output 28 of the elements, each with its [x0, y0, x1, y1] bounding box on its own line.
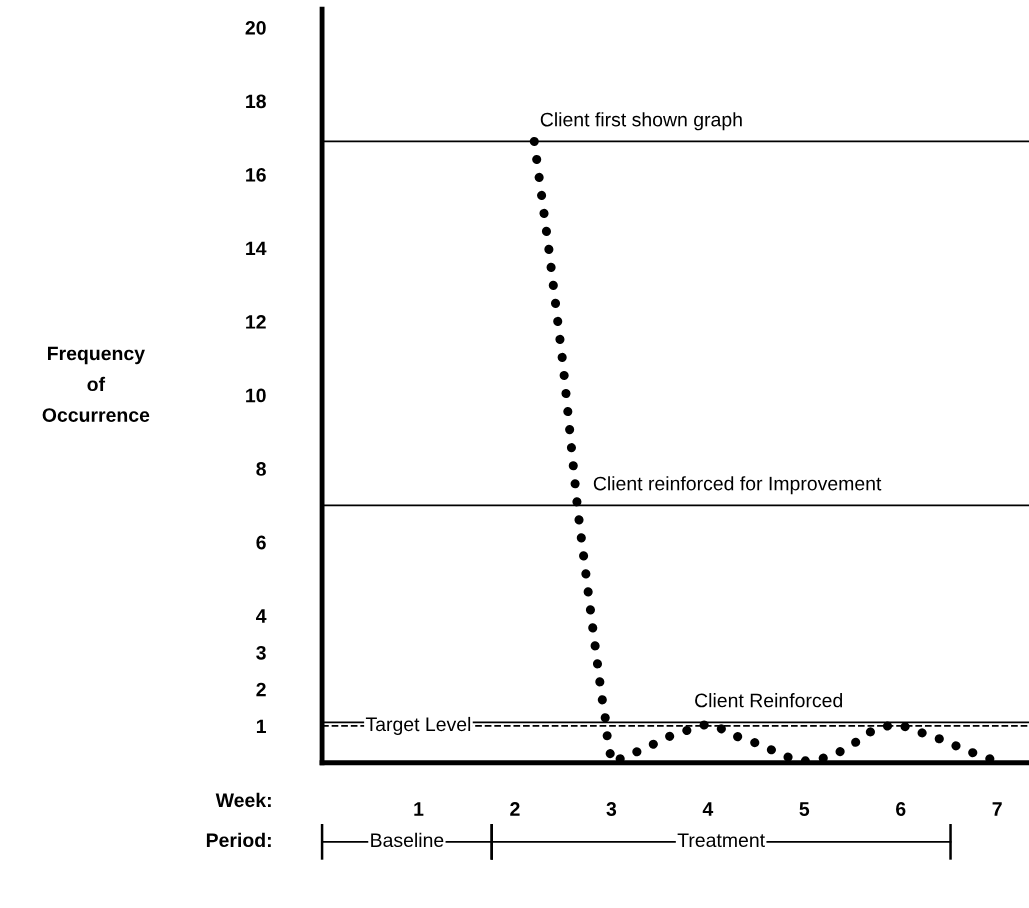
- text: Treatment: [677, 833, 765, 848]
- y-tick-label: 2: [256, 682, 266, 697]
- y-tick-label: 10: [246, 388, 266, 403]
- annotation: Client first shown graph: [540, 112, 742, 131]
- x-tick-label: 6: [896, 802, 906, 816]
- y-tick-label: 16: [246, 167, 266, 182]
- text: Frequency of Occurrence: [42, 346, 150, 422]
- annotation: Target Level: [365, 716, 471, 736]
- y-tick-label: 1: [256, 719, 266, 733]
- annotation: Client Reinforced: [695, 693, 843, 708]
- text: Baseline: [371, 832, 444, 848]
- x-tick-label: 7: [992, 802, 1002, 816]
- y-tick-label: 6: [256, 535, 266, 550]
- x-tick-label: 4: [702, 802, 714, 816]
- x-tick-label: 2: [510, 802, 520, 816]
- y-tick-label: 4: [256, 609, 267, 623]
- y-tick-label: 18: [246, 94, 266, 109]
- y-tick-label: 8: [256, 462, 266, 476]
- annotation: Client reinforced for Improvement: [593, 476, 882, 495]
- y-tick-label: 14: [246, 241, 267, 256]
- y-tick-label: 20: [245, 20, 266, 35]
- x-tick-label: 5: [799, 802, 810, 816]
- y-tick-label: 12: [246, 315, 266, 329]
- x-tick-label: 1: [414, 802, 424, 816]
- text: Period:: [206, 832, 271, 848]
- text: Week:: [215, 792, 271, 808]
- x-tick-label: 3: [606, 802, 617, 816]
- y-tick-label: 3: [256, 645, 266, 660]
